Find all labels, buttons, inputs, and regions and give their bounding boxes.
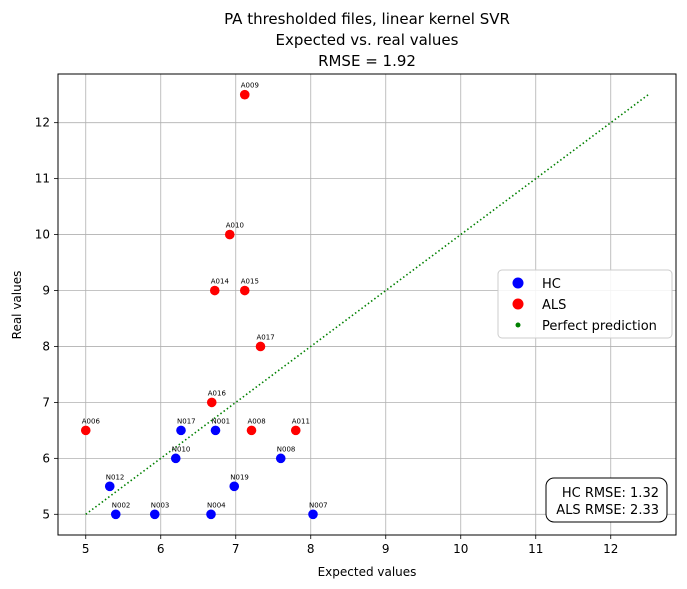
legend-marker-hc <box>512 277 524 289</box>
point-label-n019: N019 <box>230 473 249 481</box>
point-n008 <box>275 453 286 464</box>
y-tick-label: 8 <box>42 339 50 353</box>
y-axis-label: Real values <box>10 271 24 340</box>
point-n002 <box>110 509 121 520</box>
point-a015 <box>239 285 250 296</box>
rmse-als-text: ALS RMSE: 2.33 <box>556 503 659 518</box>
point-n017 <box>176 425 186 436</box>
point-n019 <box>229 481 240 492</box>
point-label-n003: N003 <box>151 501 170 509</box>
perfect-prediction-line <box>85 94 649 515</box>
y-tick-label: 11 <box>35 172 50 186</box>
plot-frame <box>57 73 677 536</box>
point-label-n012: N012 <box>106 473 125 481</box>
data-points: N017 N001 N010 N008 N012 N019 N002 N003 N004 N007… <box>80 82 328 520</box>
chart-title-line-2: Expected vs. real values <box>276 31 459 49</box>
y-tick-label: 7 <box>42 395 50 409</box>
point-label-n017: N017 <box>177 417 196 425</box>
point-label-n004: N004 <box>207 501 226 509</box>
point-n003 <box>149 509 160 520</box>
point-n001 <box>210 425 221 436</box>
point-a014 <box>209 285 220 296</box>
point-a011 <box>290 425 301 436</box>
rmse-box: HC RMSE: 1.32 ALS RMSE: 2.33 <box>545 477 668 523</box>
point-a009 <box>239 89 250 100</box>
point-a008 <box>246 425 257 436</box>
point-a017 <box>255 341 266 352</box>
legend-marker-als <box>512 298 524 310</box>
chart-title-line-1: PA thresholded files, linear kernel SVR <box>224 10 510 28</box>
x-tick-label: 10 <box>453 542 468 556</box>
point-label-a009: A009 <box>241 82 259 90</box>
point-label-a014: A014 <box>211 278 230 286</box>
y-tick-label: 12 <box>35 116 50 130</box>
y-tick-label: 5 <box>42 507 50 521</box>
rmse-hc-text: HC RMSE: 1.32 <box>562 486 659 501</box>
x-tick-label: 6 <box>157 542 165 556</box>
x-tick-label: 12 <box>603 542 618 556</box>
x-tick-label: 8 <box>307 542 315 556</box>
point-n010 <box>170 453 181 464</box>
rmse-box-frame <box>545 477 668 523</box>
point-label-a017: A017 <box>257 333 275 341</box>
point-label-a016: A016 <box>208 389 227 397</box>
x-tick-label: 7 <box>232 542 240 556</box>
point-label-n010: N010 <box>172 445 191 453</box>
point-label-a006: A006 <box>82 417 101 425</box>
point-n004 <box>206 509 216 520</box>
legend-label-hc: HC <box>542 277 561 292</box>
y-tick-label: 6 <box>42 451 50 465</box>
point-label-a015: A015 <box>241 278 259 286</box>
point-a006 <box>80 425 91 436</box>
point-label-n007: N007 <box>309 501 328 509</box>
point-a016 <box>206 397 217 408</box>
legend-label-perfect: Perfect prediction <box>542 319 657 334</box>
chart-title-line-3: RMSE = 1.92 <box>318 52 416 70</box>
x-tick-label: 11 <box>528 542 543 556</box>
point-label-n008: N008 <box>277 445 296 453</box>
y-tick-label: 9 <box>42 284 50 298</box>
point-n007 <box>308 509 318 520</box>
x-tick-label: 5 <box>82 542 90 556</box>
legend: HC ALS Perfect prediction <box>497 269 673 339</box>
x-tick-label: 9 <box>382 542 390 556</box>
legend-label-als: ALS <box>542 298 566 313</box>
point-label-n001: N001 <box>212 417 231 425</box>
axis-ticks: 5 6 7 8 9 10 11 12 5 6 7 8 9 10 11 12 <box>35 116 619 556</box>
point-a010 <box>224 229 235 240</box>
point-label-a011: A011 <box>292 417 310 425</box>
point-label-a008: A008 <box>248 417 266 425</box>
point-label-n002: N002 <box>112 501 131 509</box>
y-tick-label: 10 <box>35 228 50 242</box>
legend-marker-perfect <box>515 322 521 328</box>
legend-frame <box>497 269 673 339</box>
point-n012 <box>104 481 115 492</box>
x-axis-label: Expected values <box>318 565 417 579</box>
point-label-a010: A010 <box>226 222 244 230</box>
